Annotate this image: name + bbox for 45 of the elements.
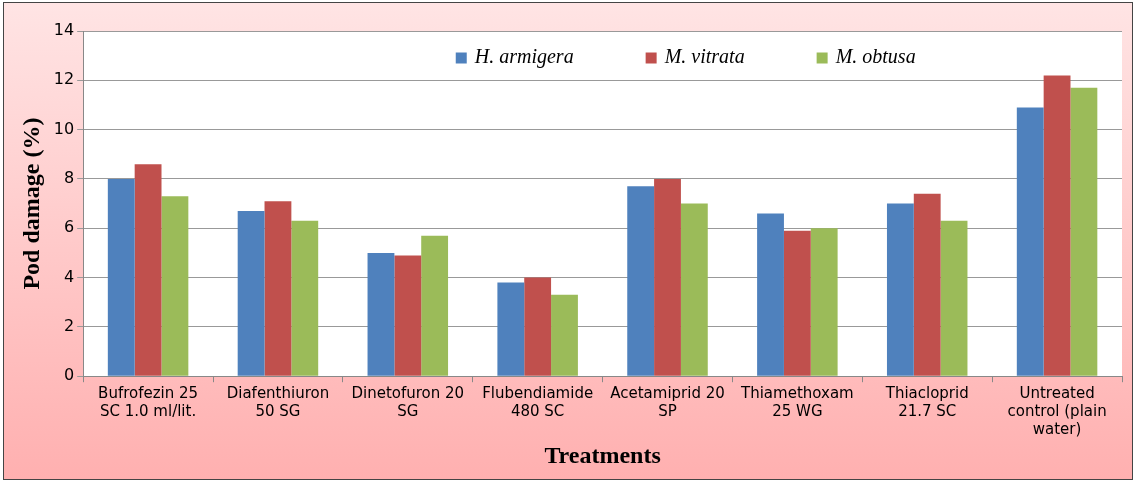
bar xyxy=(524,277,552,376)
bar xyxy=(757,213,784,376)
bar xyxy=(394,255,422,376)
x-tick-label: Acetamiprid 20 SP xyxy=(610,384,725,421)
bar xyxy=(107,178,135,376)
x-tick-label: Flubendiamide 480 SC xyxy=(482,384,594,421)
y-tick-label: 12 xyxy=(53,69,75,89)
bar xyxy=(161,196,189,376)
x-tick-label: Untreated control (plain water) xyxy=(1007,384,1107,439)
bar xyxy=(421,235,449,376)
bar xyxy=(913,193,941,376)
bar xyxy=(497,282,525,376)
legend-label: H. armigera xyxy=(473,45,574,69)
x-axis-title: Treatments xyxy=(544,441,661,468)
bar xyxy=(134,164,162,376)
bar xyxy=(680,203,708,376)
bar xyxy=(237,211,265,376)
bar xyxy=(367,252,395,376)
bar xyxy=(1016,107,1044,376)
bar xyxy=(940,220,968,376)
bar xyxy=(810,228,838,376)
x-tick-label: Thiacloprid 21.7 SC xyxy=(884,384,969,421)
y-axis-title: Pod damage (%) xyxy=(17,117,44,290)
bar xyxy=(551,294,578,376)
x-tick-label: Diafenthiuron 50 SG xyxy=(226,384,330,421)
y-tick-label: 10 xyxy=(53,118,75,138)
bar xyxy=(783,230,811,376)
y-tick-label: 4 xyxy=(63,266,75,286)
y-tick-label: 0 xyxy=(63,365,75,385)
bar xyxy=(1070,87,1098,376)
bar xyxy=(627,186,655,376)
y-tick-label: 6 xyxy=(63,217,75,237)
y-tick-label: 14 xyxy=(53,20,75,40)
bar xyxy=(886,203,914,376)
y-tick-label: 8 xyxy=(63,168,75,188)
bar xyxy=(264,201,292,376)
legend-label: M. vitrata xyxy=(663,45,745,68)
legend-label: M. obtusa xyxy=(834,45,916,68)
x-tick-label: Dinetofuron 20 SG xyxy=(351,384,465,421)
x-tick-label: Bufrofezin 25 SC 1.0 ml/lit. xyxy=(98,384,199,421)
x-tick-label: Thiamethoxam 25 WG xyxy=(740,384,854,421)
bar xyxy=(1043,75,1071,376)
bar xyxy=(291,220,319,376)
y-tick-label: 2 xyxy=(63,316,75,336)
bar xyxy=(654,178,681,376)
